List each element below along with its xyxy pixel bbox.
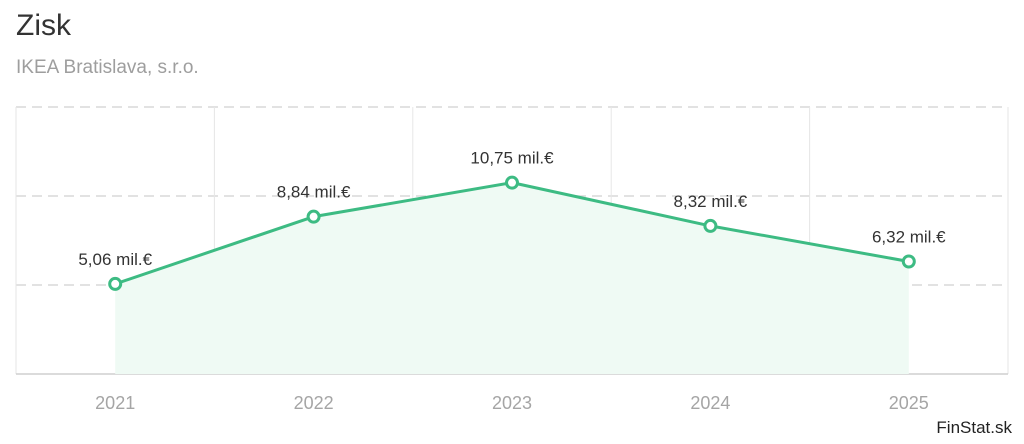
data-label-layer: 5,06 mil.€ 8,84 mil.€ 10,75 mil.€ 8,32 mil.… xyxy=(78,149,946,269)
data-point xyxy=(703,218,718,233)
point-layer xyxy=(108,175,916,291)
series-area xyxy=(115,182,909,374)
x-axis-ticks: 2021 2022 2023 2024 2025 xyxy=(95,393,929,413)
data-label: 10,75 mil.€ xyxy=(470,149,554,168)
area-layer xyxy=(115,182,909,374)
data-label: 8,32 mil.€ xyxy=(674,192,748,211)
x-tick-label: 2021 xyxy=(95,393,135,413)
chart-subtitle: IKEA Bratislava, s.r.o. xyxy=(16,57,199,78)
data-point xyxy=(505,175,519,190)
chart-title: Zisk xyxy=(16,9,71,42)
x-tick-label: 2023 xyxy=(492,393,532,413)
x-tick-label: 2024 xyxy=(690,393,730,413)
data-point xyxy=(108,276,123,291)
x-tick-label: 2025 xyxy=(889,393,929,413)
x-tick-label: 2022 xyxy=(294,393,334,413)
finstat-brand-link[interactable]: FinStat.sk xyxy=(936,418,1012,437)
data-label: 5,06 mil.€ xyxy=(78,250,152,269)
data-label: 8,84 mil.€ xyxy=(277,183,351,202)
data-point xyxy=(306,209,321,224)
data-label: 6,32 mil.€ xyxy=(872,228,946,247)
data-point xyxy=(901,254,916,269)
